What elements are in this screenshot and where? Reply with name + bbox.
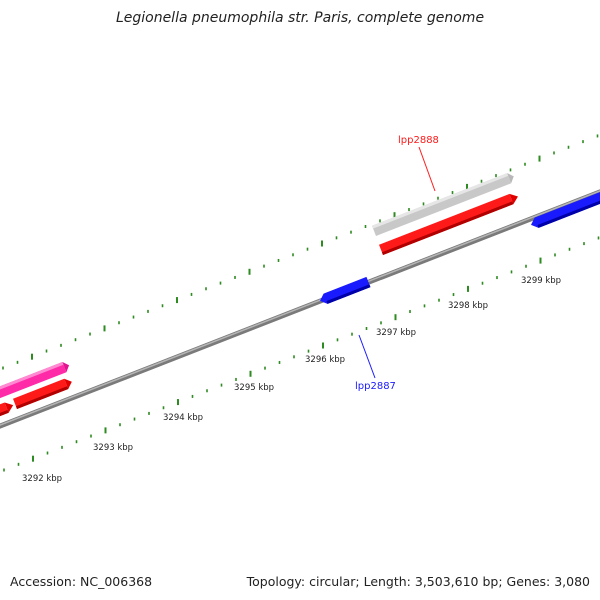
gene-label-lpp2887[interactable]: lpp2887 — [355, 381, 396, 392]
gene-pink-left[interactable] — [0, 360, 71, 402]
page-title: Legionella pneumophila str. Paris, compl… — [115, 10, 485, 26]
callout-line-lpp2887 — [358, 334, 376, 379]
scale-label: 3299 kbp — [521, 276, 561, 286]
gene-blue-lpp2887[interactable] — [318, 276, 371, 306]
gene-blue-right[interactable] — [529, 187, 600, 230]
scale-label: 3297 kbp — [376, 328, 416, 338]
gene-label-lpp2888[interactable]: lpp2888 — [398, 135, 439, 146]
gene-red-left-a[interactable] — [13, 377, 74, 409]
upper-tick-row — [2, 134, 599, 370]
gene-red-lpp2888[interactable] — [379, 191, 520, 255]
genome-stats-text: Topology: circular; Length: 3,503,610 bp… — [246, 574, 590, 589]
lower-tick-row — [3, 236, 600, 472]
scale-label: 3294 kbp — [163, 413, 203, 423]
scale-label: 3292 kbp — [22, 474, 62, 484]
callout-line-lpp2888 — [418, 146, 436, 192]
genome-backbone — [0, 189, 600, 429]
scale-label: 3293 kbp — [93, 443, 133, 453]
gene-red-left-b[interactable] — [0, 400, 15, 420]
scale-label: 3295 kbp — [234, 383, 274, 393]
scale-label: 3296 kbp — [305, 355, 345, 365]
scale-label: 3298 kbp — [448, 301, 488, 311]
accession-text: Accession: NC_006368 — [10, 574, 153, 589]
gene-gray-lpp2888-region[interactable] — [372, 171, 516, 236]
